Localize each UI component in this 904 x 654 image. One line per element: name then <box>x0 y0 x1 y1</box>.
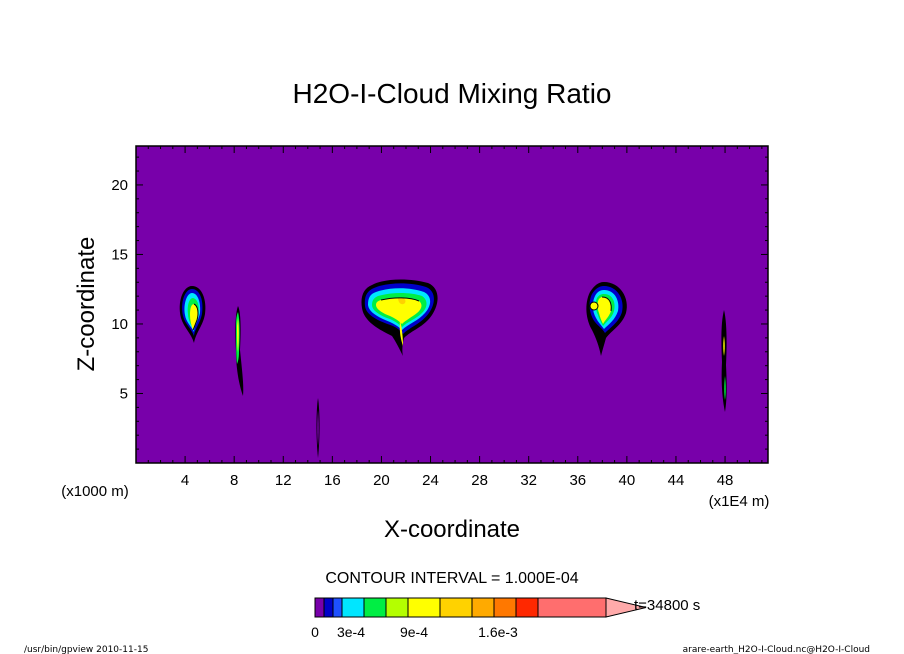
cloud-x8 <box>235 306 244 396</box>
colorbar-segment <box>323 597 334 618</box>
x-unit-label: (x1000 m) <box>61 483 129 500</box>
colorbar-segment <box>537 597 607 618</box>
colorbar-label: 9e-4 <box>400 624 428 640</box>
colorbar-label: 3e-4 <box>337 624 365 640</box>
colorbar-label: 1.6e-3 <box>478 624 518 640</box>
cloud-x21 <box>361 279 438 356</box>
colorbar-segment <box>314 597 325 618</box>
colorbar-segment <box>341 597 365 618</box>
colorbar-label: 0 <box>311 624 319 640</box>
y-tick-label: 5 <box>120 385 128 402</box>
colorbar-segment <box>515 597 539 618</box>
cloud-x15 <box>316 398 320 458</box>
plot-area <box>136 146 768 463</box>
colorbar-segment <box>385 597 409 618</box>
cloud-x38 <box>586 282 627 356</box>
y-tick-label: 10 <box>111 316 128 333</box>
time-text: t=34800 s <box>634 597 700 614</box>
x-tick-label: 44 <box>668 472 685 489</box>
x-tick-label: 24 <box>422 472 439 489</box>
x-tick-label: 48 <box>717 472 734 489</box>
chart-title: H2O-I-Cloud Mixing Ratio <box>293 78 612 109</box>
colorbar-arrow <box>605 597 647 618</box>
footer-left: /usr/bin/gpview 2010-11-15 <box>24 645 148 654</box>
x-tick-label: 28 <box>471 472 488 489</box>
colorbar-segment <box>471 597 495 618</box>
x-scale-label: (x1E4 m) <box>709 493 770 510</box>
y-axis-title: Z-coordinate <box>73 237 100 372</box>
x-tick-label: 12 <box>275 472 292 489</box>
colorbar-segment <box>493 597 517 618</box>
colorbar-segment <box>363 597 387 618</box>
x-tick-label: 40 <box>619 472 636 489</box>
y-tick-label: 20 <box>111 177 128 194</box>
x-tick-label: 36 <box>569 472 586 489</box>
cloud-x5 <box>179 286 206 343</box>
colorbar-segment <box>439 597 473 618</box>
x-tick-label: 8 <box>230 472 238 489</box>
y-tick-label: 15 <box>111 246 128 263</box>
footer-right: arare-earth_H2O-I-Cloud.nc@H2O-I-Cloud <box>683 645 870 654</box>
x-axis-title: X-coordinate <box>384 516 520 543</box>
x-tick-label: 32 <box>520 472 537 489</box>
x-tick-label: 20 <box>373 472 390 489</box>
colorbar <box>314 597 647 618</box>
x-tick-label: 4 <box>181 472 189 489</box>
cloud-x48 <box>721 310 727 412</box>
contour-features <box>179 279 727 458</box>
colorbar-labels: 0 3e-4 9e-4 1.6e-3 <box>311 624 518 640</box>
colorbar-segment <box>332 597 343 618</box>
x-tick-label: 16 <box>324 472 341 489</box>
plot-frame <box>135 145 769 464</box>
contour-interval-text: CONTOUR INTERVAL = 1.000E-04 <box>325 570 578 587</box>
colorbar-segment <box>407 597 441 618</box>
